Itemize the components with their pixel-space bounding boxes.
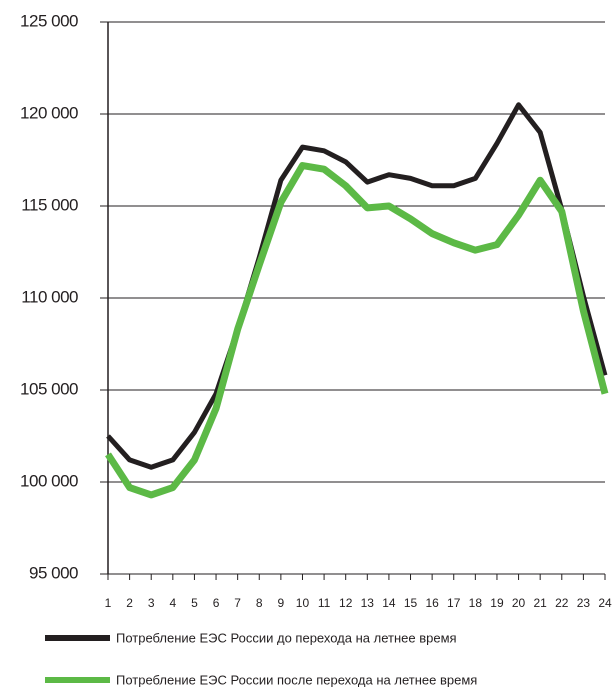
x-tick-label: 8 [256, 596, 263, 610]
x-tick-label: 20 [512, 596, 526, 610]
x-tick-label: 4 [169, 596, 176, 610]
series-line [105, 162, 609, 499]
x-tick-label: 9 [278, 596, 285, 610]
x-tick-label: 11 [318, 596, 331, 610]
y-tick-label: 120 000 [20, 103, 78, 122]
x-tick-label: 23 [577, 596, 591, 610]
x-tick-label: 2 [126, 596, 133, 610]
y-tick-label: 95 000 [29, 563, 78, 582]
x-tick-label: 5 [191, 596, 198, 610]
y-tick-label: 115 000 [21, 195, 78, 214]
x-tick-label: 21 [533, 596, 547, 610]
y-tick-label: 105 000 [20, 379, 78, 398]
x-tick-label: 6 [213, 596, 220, 610]
legend-label: Потребление ЕЭС России до перехода на ле… [116, 630, 457, 645]
x-tick-label: 16 [425, 596, 439, 610]
x-tick-label: 15 [404, 596, 418, 610]
x-tick-label: 13 [361, 596, 375, 610]
x-tick-label: 19 [490, 596, 504, 610]
x-tick-label: 12 [339, 596, 353, 610]
x-tick-label: 3 [148, 596, 155, 610]
x-tick-label: 22 [555, 596, 569, 610]
x-tick-label: 18 [469, 596, 483, 610]
x-tick-label: 24 [598, 596, 612, 610]
x-tick-label: 14 [382, 596, 396, 610]
series-line [106, 102, 608, 470]
x-tick-label: 1 [105, 596, 112, 610]
y-tick-label: 110 000 [21, 287, 78, 306]
legend-label: Потребление ЕЭС России после перехода на… [116, 672, 477, 687]
x-tick-label: 7 [234, 596, 241, 610]
y-tick-label: 100 000 [20, 471, 78, 490]
x-tick-label: 17 [447, 596, 461, 610]
y-tick-label: 125 000 [20, 11, 78, 30]
x-tick-label: 10 [296, 596, 310, 610]
